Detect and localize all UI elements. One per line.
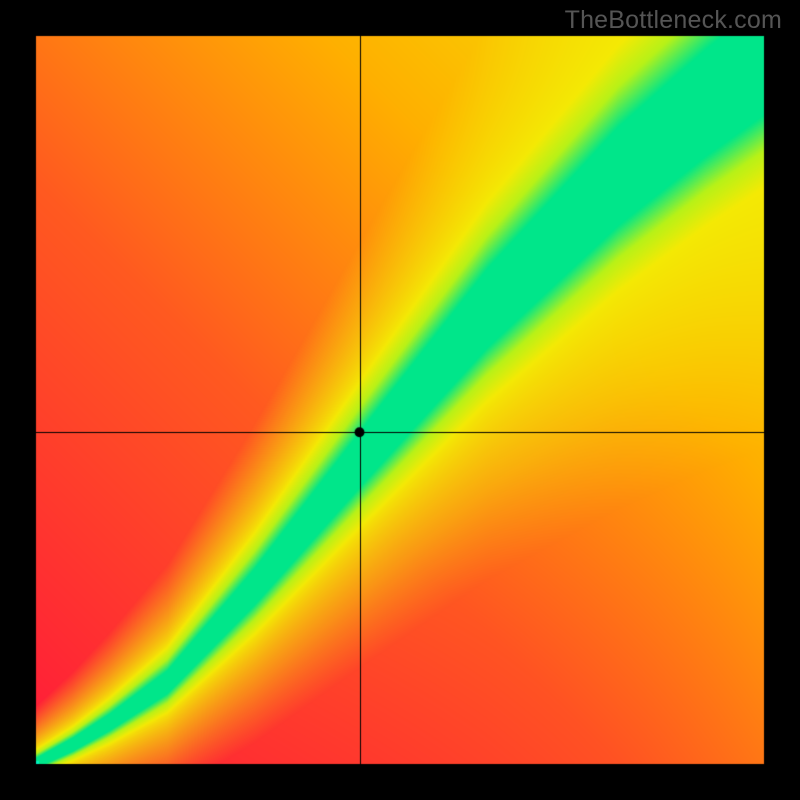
chart-container: TheBottleneck.com — [0, 0, 800, 800]
watermark-text: TheBottleneck.com — [565, 6, 782, 35]
bottleneck-heatmap — [0, 0, 800, 800]
